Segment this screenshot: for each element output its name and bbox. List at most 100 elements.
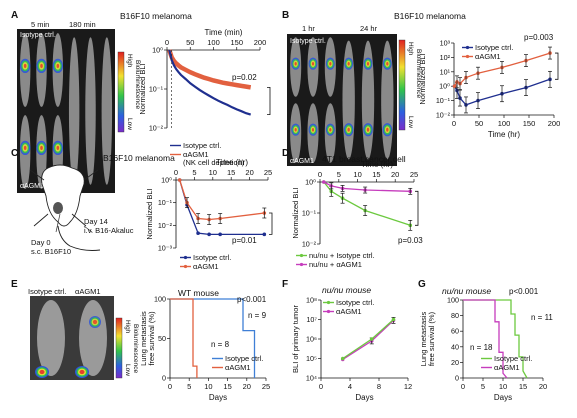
panel-title: 4T1 breast cancer cell	[322, 154, 406, 164]
n-label: n = 11	[531, 313, 553, 322]
x-tick-label: 0	[174, 168, 178, 177]
panel-letter: A	[11, 10, 18, 21]
y-tick-label: 10⁻²	[436, 111, 451, 120]
colorbar-high-label: High	[126, 54, 133, 68]
x-tick-label: 15	[223, 382, 231, 391]
mouse-body	[37, 300, 65, 376]
y-tick-label: 100	[447, 296, 459, 305]
p-value-label: p<0.001	[237, 295, 267, 304]
data-point	[369, 337, 374, 341]
image-label-isotype: Isotype ctrl.	[290, 38, 326, 45]
y-tick-label: 20	[451, 358, 459, 367]
y-tick-label: 10⁻²	[149, 124, 164, 133]
scan-lungs	[30, 296, 114, 380]
series-line	[167, 49, 252, 90]
bioluminescence-signal	[56, 145, 60, 150]
cartoon-label: Day 0	[31, 238, 51, 247]
data-point	[196, 231, 200, 235]
significance-bracket	[269, 212, 273, 235]
y-tick-label: 10⁻³	[158, 244, 173, 253]
x-tick-label: 25	[264, 168, 272, 177]
colorbar-low-label: Low	[126, 118, 133, 130]
legend-marker	[326, 300, 331, 305]
series-line	[179, 179, 265, 236]
bioluminescence-signal	[386, 127, 389, 132]
x-tick-label: 20	[245, 168, 253, 177]
bioluminescence-signal	[23, 63, 27, 68]
bioluminescence-signal	[56, 63, 60, 68]
x-tick-label: 25	[410, 170, 418, 179]
colorbar-title: Bioluminescence	[415, 49, 422, 99]
y-axis-title: Normalized BLI	[418, 53, 427, 104]
bioluminescence-signal	[347, 61, 350, 66]
x-tick-label: 0	[318, 170, 322, 179]
y-tick-label: 10¹	[440, 67, 451, 76]
legend-isotype: nu/nu + Isotype ctrl.	[309, 251, 375, 260]
x-tick-label: 0	[452, 119, 456, 128]
bioluminescence-signal	[23, 145, 27, 150]
x-tick-label: 8	[377, 382, 381, 391]
x-tick-label: 20	[539, 382, 547, 391]
mouse-body	[85, 37, 96, 185]
y-tick-label: 50	[158, 334, 166, 343]
legend-agm1: nu/nu + αAGM1	[309, 260, 362, 269]
mouse-tail	[57, 225, 101, 251]
y-tick-label: 10⁴	[306, 374, 317, 383]
x-tick-label: 50	[475, 119, 483, 128]
series-line	[323, 181, 411, 192]
y-axis-title: Lung metastasis	[419, 311, 428, 366]
scan-24hr	[339, 34, 397, 166]
y-tick-label: 10⁻¹	[302, 209, 317, 218]
x-tick-label: 100	[498, 119, 511, 128]
x-tick-label: 50	[186, 38, 194, 47]
x-tick-label: 5	[481, 382, 485, 391]
p-value-label: p=0.02	[232, 73, 257, 82]
pointer-line	[55, 213, 61, 233]
x-axis-title: Days	[494, 393, 512, 402]
x-tick-label: 200	[548, 119, 561, 128]
colorbar-low-label: Low	[124, 364, 131, 376]
colorbar-high-label: High	[124, 320, 131, 334]
legend-isotype: Isotype ctrl.	[183, 141, 221, 150]
bioluminescence-signal	[40, 63, 43, 68]
image-label-isotype: Isotype ctrl.	[28, 287, 66, 296]
x-tick-label: 10	[209, 168, 217, 177]
series-line	[179, 179, 265, 221]
x-tick-label: 0	[168, 382, 172, 391]
cartoon-label: i.v. B16-Akaluc	[84, 226, 134, 235]
n-label: n = 9	[248, 311, 267, 320]
legend-isotype: Isotype ctrl.	[494, 354, 532, 363]
data-point	[452, 84, 457, 88]
legend-marker	[183, 264, 188, 269]
x-tick-label: 15	[227, 168, 235, 177]
legend-isotype: Isotype ctrl.	[225, 354, 263, 363]
data-point	[391, 317, 396, 322]
x-tick-label: 15	[372, 170, 380, 179]
significance-bracket	[555, 52, 559, 80]
y-tick-label: 10⁰	[439, 82, 450, 91]
panel-letter: D	[282, 148, 289, 159]
p-value-label: p=0.03	[398, 236, 423, 245]
data-point	[262, 232, 267, 237]
chart-G: 0 5 10 15 20 Days 0 20 40 60 80 100 Lung metastasis f…	[419, 296, 547, 403]
time-label: 180 min	[69, 20, 96, 29]
tumor-mark	[53, 202, 63, 214]
panel-letter: E	[11, 279, 18, 290]
chart-B: 0 50 100 150 200 Time (hr) 10⁻² 10⁻¹ 10⁰ 10¹ 10² 10…	[418, 39, 560, 140]
bioluminescence-signal	[39, 369, 45, 375]
bioluminescence-signal	[40, 145, 43, 150]
x-tick-label: 150	[523, 119, 536, 128]
y-tick-label: 10⁰	[305, 178, 316, 187]
n-label: n = 8	[211, 340, 230, 349]
panel-title: B16F10 melanoma	[120, 11, 192, 21]
y-tick-label: 10⁸	[306, 296, 317, 305]
image-label-agm1: αAGM1	[290, 158, 314, 165]
y-tick-label: 0	[162, 374, 166, 383]
chart-A: 0 50 100 150 200 Time (min) 10⁻² 10⁻¹ 10⁰ Normali…	[138, 28, 266, 133]
x-tick-label: 4	[348, 382, 352, 391]
y-tick-label: 10³	[440, 39, 451, 48]
legend-agm1: αAGM1	[336, 307, 362, 316]
x-axis-title: Time (hr)	[361, 160, 393, 169]
y-tick-label: 0	[455, 374, 459, 383]
bioluminescence-signal	[311, 127, 315, 132]
